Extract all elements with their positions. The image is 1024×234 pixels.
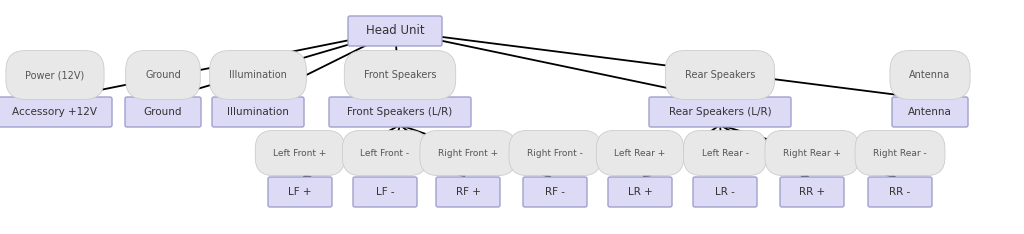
FancyBboxPatch shape	[436, 177, 500, 207]
Text: LR -: LR -	[715, 187, 735, 197]
Text: Head Unit: Head Unit	[366, 25, 424, 37]
Text: Antenna: Antenna	[909, 70, 950, 80]
Text: Rear Speakers (L/R): Rear Speakers (L/R)	[669, 107, 771, 117]
FancyBboxPatch shape	[353, 177, 417, 207]
Text: Left Rear +: Left Rear +	[614, 149, 666, 157]
Text: LF +: LF +	[288, 187, 311, 197]
FancyBboxPatch shape	[892, 97, 968, 127]
FancyBboxPatch shape	[212, 97, 304, 127]
Text: RF +: RF +	[456, 187, 480, 197]
FancyBboxPatch shape	[125, 97, 201, 127]
Text: Right Rear -: Right Rear -	[873, 149, 927, 157]
Text: LF -: LF -	[376, 187, 394, 197]
FancyBboxPatch shape	[348, 16, 442, 46]
FancyBboxPatch shape	[608, 177, 672, 207]
Text: Right Rear +: Right Rear +	[783, 149, 841, 157]
FancyBboxPatch shape	[780, 177, 844, 207]
FancyBboxPatch shape	[693, 177, 757, 207]
FancyBboxPatch shape	[0, 97, 112, 127]
Text: Right Front +: Right Front +	[438, 149, 498, 157]
Text: LR +: LR +	[628, 187, 652, 197]
FancyBboxPatch shape	[329, 97, 471, 127]
Text: RR -: RR -	[890, 187, 910, 197]
Text: Rear Speakers: Rear Speakers	[685, 70, 755, 80]
Text: Ground: Ground	[143, 107, 182, 117]
Text: Illumination: Illumination	[227, 107, 289, 117]
Text: RR +: RR +	[799, 187, 825, 197]
Text: Ground: Ground	[145, 70, 181, 80]
FancyBboxPatch shape	[649, 97, 791, 127]
FancyBboxPatch shape	[868, 177, 932, 207]
Text: Front Speakers (L/R): Front Speakers (L/R)	[347, 107, 453, 117]
Text: Left Front -: Left Front -	[360, 149, 410, 157]
Text: Power (12V): Power (12V)	[26, 70, 85, 80]
Text: Antenna: Antenna	[908, 107, 952, 117]
Text: Accessory +12V: Accessory +12V	[12, 107, 97, 117]
Text: Illumination: Illumination	[229, 70, 287, 80]
Text: Right Front -: Right Front -	[527, 149, 583, 157]
Text: Left Rear -: Left Rear -	[701, 149, 749, 157]
Text: RF -: RF -	[545, 187, 565, 197]
Text: Front Speakers: Front Speakers	[364, 70, 436, 80]
FancyBboxPatch shape	[523, 177, 587, 207]
FancyBboxPatch shape	[268, 177, 332, 207]
Text: Left Front +: Left Front +	[273, 149, 327, 157]
